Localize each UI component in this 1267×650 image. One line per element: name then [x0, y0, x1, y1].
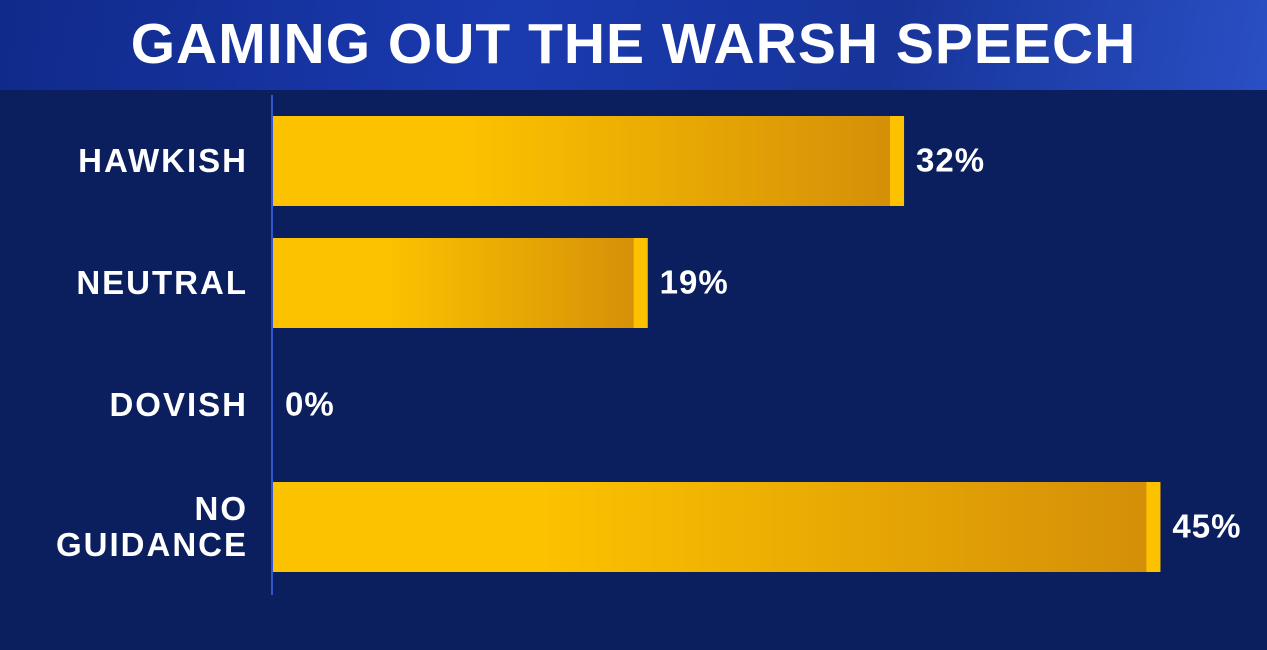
value-label: 32%: [916, 142, 985, 179]
bar: [273, 482, 1161, 572]
category-label: NO GUIDANCE: [55, 490, 248, 563]
category-label: DOVISH: [109, 386, 248, 423]
bar-edge: [890, 116, 905, 206]
chart-title: GAMING OUT THE WARSH SPEECH: [130, 12, 1137, 76]
category-label-box: NEUTRAL: [76, 238, 248, 328]
category-label: NEUTRAL: [76, 264, 248, 301]
bar: [273, 238, 648, 328]
header-banner: [0, 0, 1267, 90]
category-label-box: DOVISH: [109, 360, 248, 450]
bar-edge: [1146, 482, 1161, 572]
bar-edge: [633, 238, 648, 328]
category-label-box: HAWKISH: [78, 116, 248, 206]
bar: [273, 116, 905, 206]
category-label-box: NO GUIDANCE: [56, 482, 248, 572]
value-label: 45%: [1172, 508, 1241, 545]
category-label: HAWKISH: [78, 142, 248, 179]
value-label: 19%: [660, 264, 729, 301]
value-label: 0%: [285, 386, 335, 423]
